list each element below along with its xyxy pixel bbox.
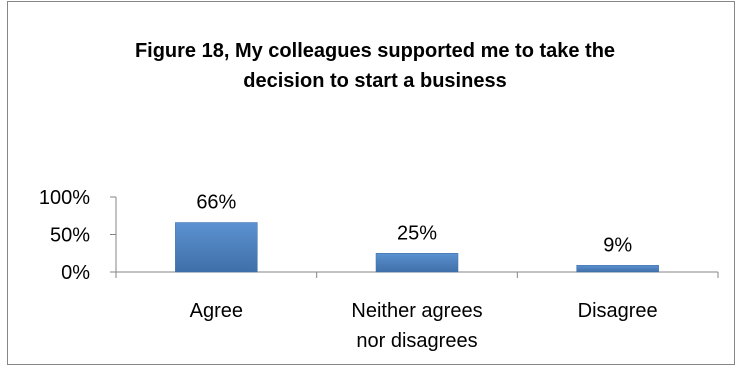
chart-frame <box>7 1 735 365</box>
y-tick-label: 100% <box>39 187 90 209</box>
y-tick-label: 50% <box>50 225 90 247</box>
category-label-1-0: Neither agrees <box>351 300 482 322</box>
bar-0 <box>175 222 258 273</box>
y-tick-label: 0% <box>61 262 90 284</box>
data-label-0: 66% <box>196 192 236 214</box>
category-label-1-1: nor disagrees <box>356 330 477 352</box>
chart-title-line-2: decision to start a business <box>243 70 506 92</box>
chart-title-line-1: Figure 18, My colleagues supported me to… <box>135 40 615 62</box>
category-label-2-0: Disagree <box>578 300 658 322</box>
data-label-1: 25% <box>397 222 437 244</box>
bar-2 <box>576 265 659 273</box>
data-label-2: 9% <box>603 234 632 256</box>
category-label-0-0: Agree <box>190 300 243 322</box>
bar-1 <box>375 253 459 273</box>
